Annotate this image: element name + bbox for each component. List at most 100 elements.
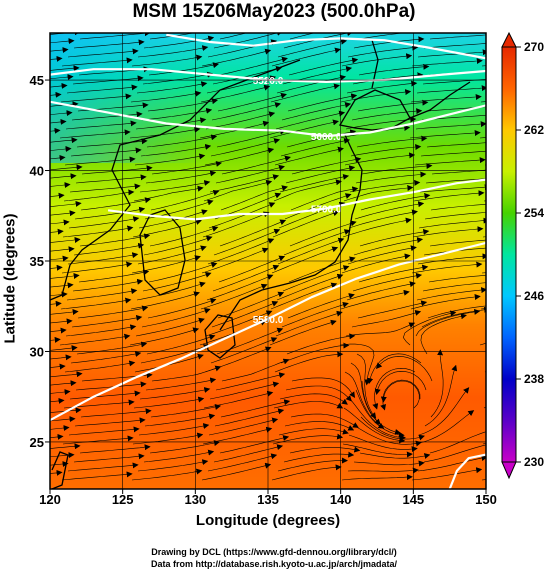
wind-streamline <box>271 464 342 481</box>
wind-streamline <box>50 219 70 226</box>
coastline-kurils <box>409 81 471 119</box>
wind-streamline <box>140 143 212 157</box>
wind-streamline <box>148 62 220 76</box>
wind-streamline <box>70 147 142 157</box>
wind-streamline <box>50 461 69 467</box>
wind-streamline <box>67 462 139 472</box>
wind-streamline <box>417 253 486 265</box>
wind-streamline <box>68 426 140 436</box>
wind-streamline <box>61 471 133 481</box>
wind-streamline <box>212 264 280 292</box>
wind-streamline <box>50 192 65 199</box>
wind-streamline <box>361 380 402 435</box>
wind-streamline <box>351 310 422 328</box>
wind-streamline <box>372 367 416 410</box>
wind-streamline <box>142 71 214 85</box>
wind-streamline <box>360 416 425 441</box>
wind-streamline <box>485 335 486 336</box>
wind-streamline <box>349 398 406 441</box>
wind-streamline <box>341 474 413 481</box>
wind-streamline <box>281 102 352 121</box>
wind-streamline <box>358 63 430 76</box>
wind-streamline <box>50 200 82 207</box>
wind-streamline <box>214 408 285 427</box>
colorbar-tick-label: 270 <box>524 40 544 54</box>
wind-streamline <box>50 433 64 440</box>
wind-streamline <box>427 106 486 112</box>
wind-streamline <box>346 80 418 94</box>
wind-streamline <box>149 226 219 247</box>
credit-data-source: Data from http://database.rish.kyoto-u.a… <box>150 559 398 569</box>
wind-streamline <box>283 451 355 463</box>
wind-streamline <box>420 148 486 157</box>
wind-streamline <box>342 217 412 238</box>
wind-streamline <box>430 349 444 418</box>
wind-streamline <box>65 324 137 337</box>
wind-streamline <box>291 377 356 399</box>
wind-streamline <box>429 34 486 40</box>
wind-streamline <box>274 351 344 373</box>
wind-streamline <box>75 174 147 184</box>
wind-streamline <box>287 293 355 319</box>
wind-streamline <box>353 460 425 467</box>
wind-streamline <box>285 165 356 184</box>
wind-streamline <box>270 83 340 103</box>
wind-streamline <box>277 457 348 472</box>
wind-streamline <box>137 459 209 472</box>
wind-streamline <box>62 225 134 238</box>
wind-streamline <box>339 343 375 386</box>
wind-streamline <box>50 237 81 243</box>
colorbar-max-extend-arrow <box>501 31 517 48</box>
wind-streamline <box>217 291 285 319</box>
wind-streamline <box>80 197 152 211</box>
wind-streamline <box>50 327 67 334</box>
wind-streamline <box>136 81 208 94</box>
coastlines <box>50 39 471 489</box>
colorbar-tick-label: 238 <box>524 372 544 386</box>
wind-streamline <box>141 308 211 328</box>
wind-streamline <box>347 44 419 58</box>
wind-streamline <box>493 78 548 85</box>
wind-streamline <box>205 111 276 130</box>
wind-streamline <box>422 282 486 292</box>
wind-streamline <box>269 119 339 139</box>
wind-streamline <box>206 274 274 301</box>
wind-streamline <box>73 39 145 49</box>
x-tick-label: 135 <box>257 492 279 507</box>
wind-streamline <box>276 273 344 301</box>
wind-streamline <box>139 180 211 193</box>
wind-streamline <box>50 354 72 361</box>
wind-streamline <box>205 310 273 337</box>
y-tick-label: 30 <box>30 344 44 359</box>
wind-streamline <box>489 224 548 228</box>
wind-streamline <box>491 355 548 363</box>
wind-streamline <box>70 351 142 364</box>
wind-streamline <box>353 237 424 256</box>
wind-streamline <box>133 396 205 409</box>
colorbar-tick-label: 230 <box>524 455 544 469</box>
wind-streamline <box>422 79 486 85</box>
colorbar-min-extend-arrow <box>501 461 517 480</box>
wind-streamline <box>418 387 470 436</box>
wind-streamline <box>50 38 75 45</box>
wind-streamline <box>208 202 276 229</box>
wind-streamline <box>213 444 284 463</box>
wind-streamline <box>424 364 458 427</box>
wind-streamline <box>348 434 418 453</box>
wind-streamline <box>411 467 483 481</box>
wind-streamlines <box>50 33 548 481</box>
wind-streamline <box>424 212 486 220</box>
wind-streamline <box>129 126 201 139</box>
wind-streamline <box>213 33 283 49</box>
wind-streamline <box>147 298 217 319</box>
wind-streamline <box>77 305 149 319</box>
wind-streamline <box>279 393 348 405</box>
wind-streamline <box>491 150 548 156</box>
wind-streamline <box>50 228 64 235</box>
wind-streamline <box>202 211 270 238</box>
wind-streamline <box>269 319 337 346</box>
wind-streamline <box>354 425 422 447</box>
wind-streamline <box>200 283 268 310</box>
wind-streamline <box>149 33 196 40</box>
y-tick-label: 35 <box>30 254 44 269</box>
